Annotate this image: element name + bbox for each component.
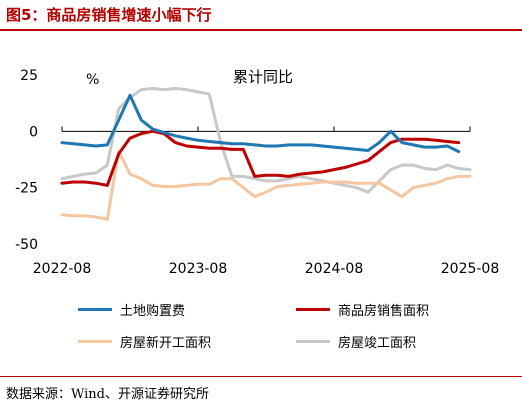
legend-swatch (78, 308, 112, 311)
series-line-3 (60, 150, 472, 221)
series-line-2 (60, 129, 461, 187)
y-tick-label: -50 (15, 237, 38, 253)
chart-labels: 25 0 -25 -50 2022-08 2023-08 2024-08 2025-08% 累计… (15, 68, 499, 277)
line-chart: 25 0 -25 -50 2022-08 2023-08 2024-08 2025-08% 累计… (15, 68, 499, 277)
x-tick-label: 2025-08 (441, 261, 500, 277)
legend-swatch (296, 308, 330, 311)
y-tick-label: 25 (20, 68, 38, 84)
x-tick-label: 2023-08 (169, 261, 228, 277)
y-tick-label: -25 (15, 181, 38, 197)
chart-lines (60, 87, 472, 221)
legend-label: 商品房销售面积 (338, 304, 430, 319)
y-tick-label: 0 (29, 124, 38, 140)
title-bar: 图5：商品房销售增速小幅下行 (0, 0, 522, 31)
y-axis-unit-label: % (86, 72, 99, 88)
source-note: 数据来源：Wind、开源证券研究所 (6, 387, 209, 402)
title-divider (0, 29, 522, 31)
legend-label: 房屋新开工面积 (120, 336, 212, 351)
chart-axes (61, 126, 471, 132)
footer-divider (0, 376, 522, 377)
legend-label: 土地购置费 (120, 304, 186, 319)
legend-swatch (78, 340, 112, 343)
chart-title: 累计同比 (233, 68, 293, 86)
legend-swatch (296, 340, 330, 343)
x-tick-label: 2024-08 (305, 261, 364, 277)
page-title: 图5：商品房销售增速小幅下行 (6, 6, 212, 24)
x-tick-label: 2022-08 (33, 261, 92, 277)
legend-label: 房屋竣工面积 (338, 336, 417, 351)
series-line-1 (60, 93, 461, 154)
